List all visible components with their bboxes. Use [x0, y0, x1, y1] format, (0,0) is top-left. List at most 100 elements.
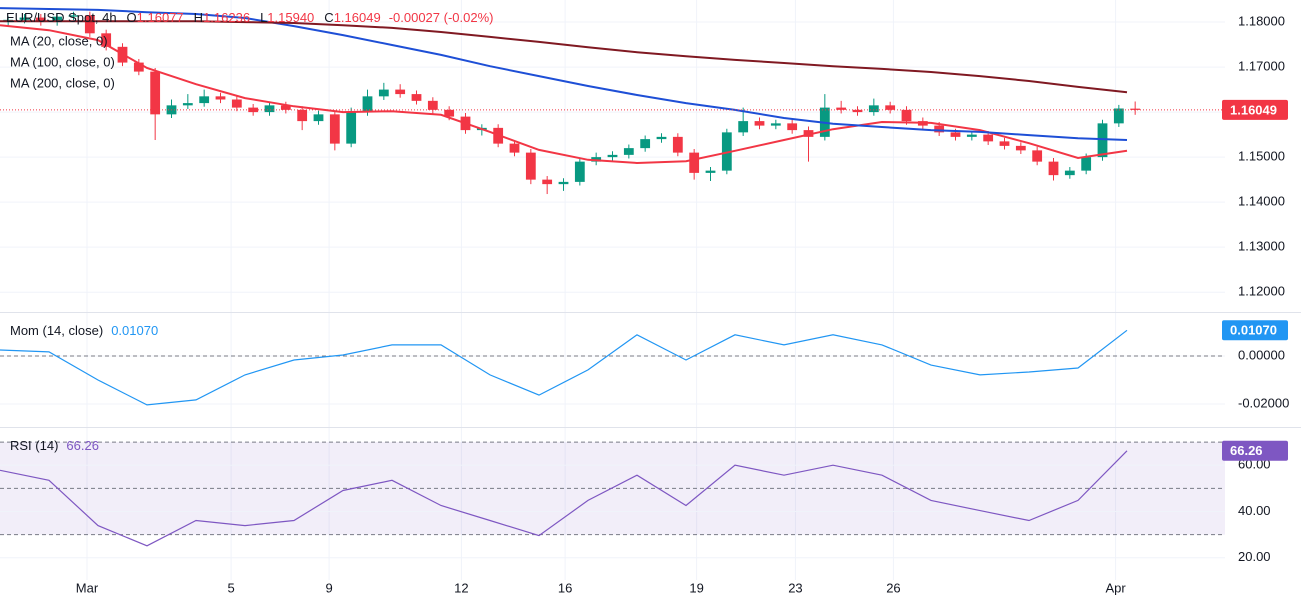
candle-body	[150, 71, 161, 115]
x-tick-label: 23	[788, 580, 802, 595]
candle-body	[1081, 157, 1092, 171]
candle-body	[983, 134, 994, 142]
candle-body	[721, 132, 732, 171]
candle-body	[101, 33, 112, 47]
candle-body	[770, 123, 781, 126]
candle-body	[574, 161, 585, 182]
candle-body	[297, 109, 308, 122]
candle-body	[84, 15, 95, 34]
candle-body	[1113, 108, 1124, 124]
candle-body	[68, 15, 79, 17]
ohlc-key: O	[127, 10, 137, 25]
y-tick-label: 0.00000	[1238, 347, 1285, 362]
legend-name: Mom (14, close)	[10, 323, 103, 338]
candle-body	[411, 94, 422, 101]
y-tick-label: 1.17000	[1238, 59, 1285, 74]
series-line	[0, 20, 1128, 94]
candle-body	[1032, 150, 1043, 162]
value-badge	[1222, 320, 1288, 341]
x-tick-label: 16	[558, 580, 572, 595]
candle-body	[705, 170, 716, 173]
candle-body	[738, 121, 749, 133]
candle-body	[803, 130, 814, 137]
candle-body	[656, 136, 667, 140]
candle-body	[313, 114, 324, 122]
candle-body	[1097, 123, 1108, 158]
candle-body	[346, 112, 357, 144]
legend-name: RSI (14)	[10, 438, 58, 453]
candle-body	[444, 109, 455, 117]
legend-entry: Mom (14, close) 0.01070	[10, 323, 158, 338]
x-tick-label: 19	[689, 580, 703, 595]
candle-body	[525, 152, 536, 180]
series-line	[0, 450, 1128, 547]
value-badge-label: 66.26	[1230, 443, 1263, 458]
price-badge-label: 1.16049	[1230, 102, 1277, 117]
candle-body	[182, 103, 193, 106]
y-tick-label: 1.15000	[1238, 149, 1285, 164]
candle-body	[35, 17, 46, 23]
value-badge-label: 0.01070	[1230, 323, 1277, 338]
series-line	[0, 7, 1128, 141]
candle-body	[623, 148, 634, 155]
candle-body	[966, 134, 977, 137]
candle-body	[1130, 108, 1141, 110]
candle-body	[640, 139, 651, 149]
ohlc-value: 1.15940	[267, 10, 314, 25]
candle-body	[672, 136, 683, 153]
candle-body	[427, 100, 438, 110]
legend-value: 66.26	[66, 438, 99, 453]
chart-header: EUR/USD Spot, 4h O1.16077 H1.16236 L1.15940…	[6, 10, 493, 25]
ohlc-value: 1.16236	[203, 10, 250, 25]
candle-body	[787, 123, 798, 131]
candle-body	[542, 179, 553, 185]
value-badge	[1222, 440, 1288, 461]
candle-body	[558, 181, 569, 185]
candle-body	[133, 62, 144, 72]
x-tick-label: 9	[325, 580, 332, 595]
y-tick-label: 40.00	[1238, 503, 1271, 518]
candle-body	[280, 105, 291, 110]
candle-body	[264, 105, 275, 113]
candle-body	[1015, 145, 1026, 151]
ohlc-key: C	[324, 10, 333, 25]
y-tick-label: 1.13000	[1238, 239, 1285, 254]
x-tick-label: Mar	[76, 580, 99, 595]
ohlc-value: 1.16049	[334, 10, 381, 25]
candle-body	[689, 152, 700, 173]
candle-body	[19, 17, 30, 20]
ohlc-value: 1.16077	[137, 10, 184, 25]
ohlc-key: H	[194, 10, 203, 25]
x-tick-label: 26	[886, 580, 900, 595]
candle-body	[607, 154, 618, 158]
candle-body	[395, 89, 406, 95]
candle-body	[1064, 170, 1075, 176]
candle-body	[248, 107, 259, 113]
y-tick-label: 1.18000	[1238, 13, 1285, 28]
candle-body	[199, 96, 210, 104]
price-badge	[1222, 99, 1288, 120]
ohlc-key: L	[260, 10, 267, 25]
candle-body	[329, 114, 340, 144]
x-tick-label: 12	[454, 580, 468, 595]
candle-body	[852, 109, 863, 113]
candle-body	[215, 96, 226, 100]
candle-body	[950, 132, 961, 137]
change: -0.00027 (-0.02%)	[389, 10, 494, 25]
y-tick-label: 20.00	[1238, 549, 1271, 564]
y-tick-label: 1.14000	[1238, 194, 1285, 209]
candle-body	[868, 105, 879, 113]
legend-entry: MA (100, close, 0)	[10, 54, 115, 69]
candle-body	[509, 143, 520, 153]
candle-body	[754, 121, 765, 126]
legend-entry: RSI (14) 66.26	[10, 438, 99, 453]
candle-body	[934, 125, 945, 133]
candle-body	[52, 16, 63, 23]
candle-body	[1048, 161, 1059, 176]
y-tick-label: -0.02000	[1238, 395, 1289, 410]
x-tick-label: Apr	[1105, 580, 1126, 595]
chart-title: EUR/USD Spot, 4h	[6, 10, 117, 25]
candle-body	[378, 89, 389, 97]
